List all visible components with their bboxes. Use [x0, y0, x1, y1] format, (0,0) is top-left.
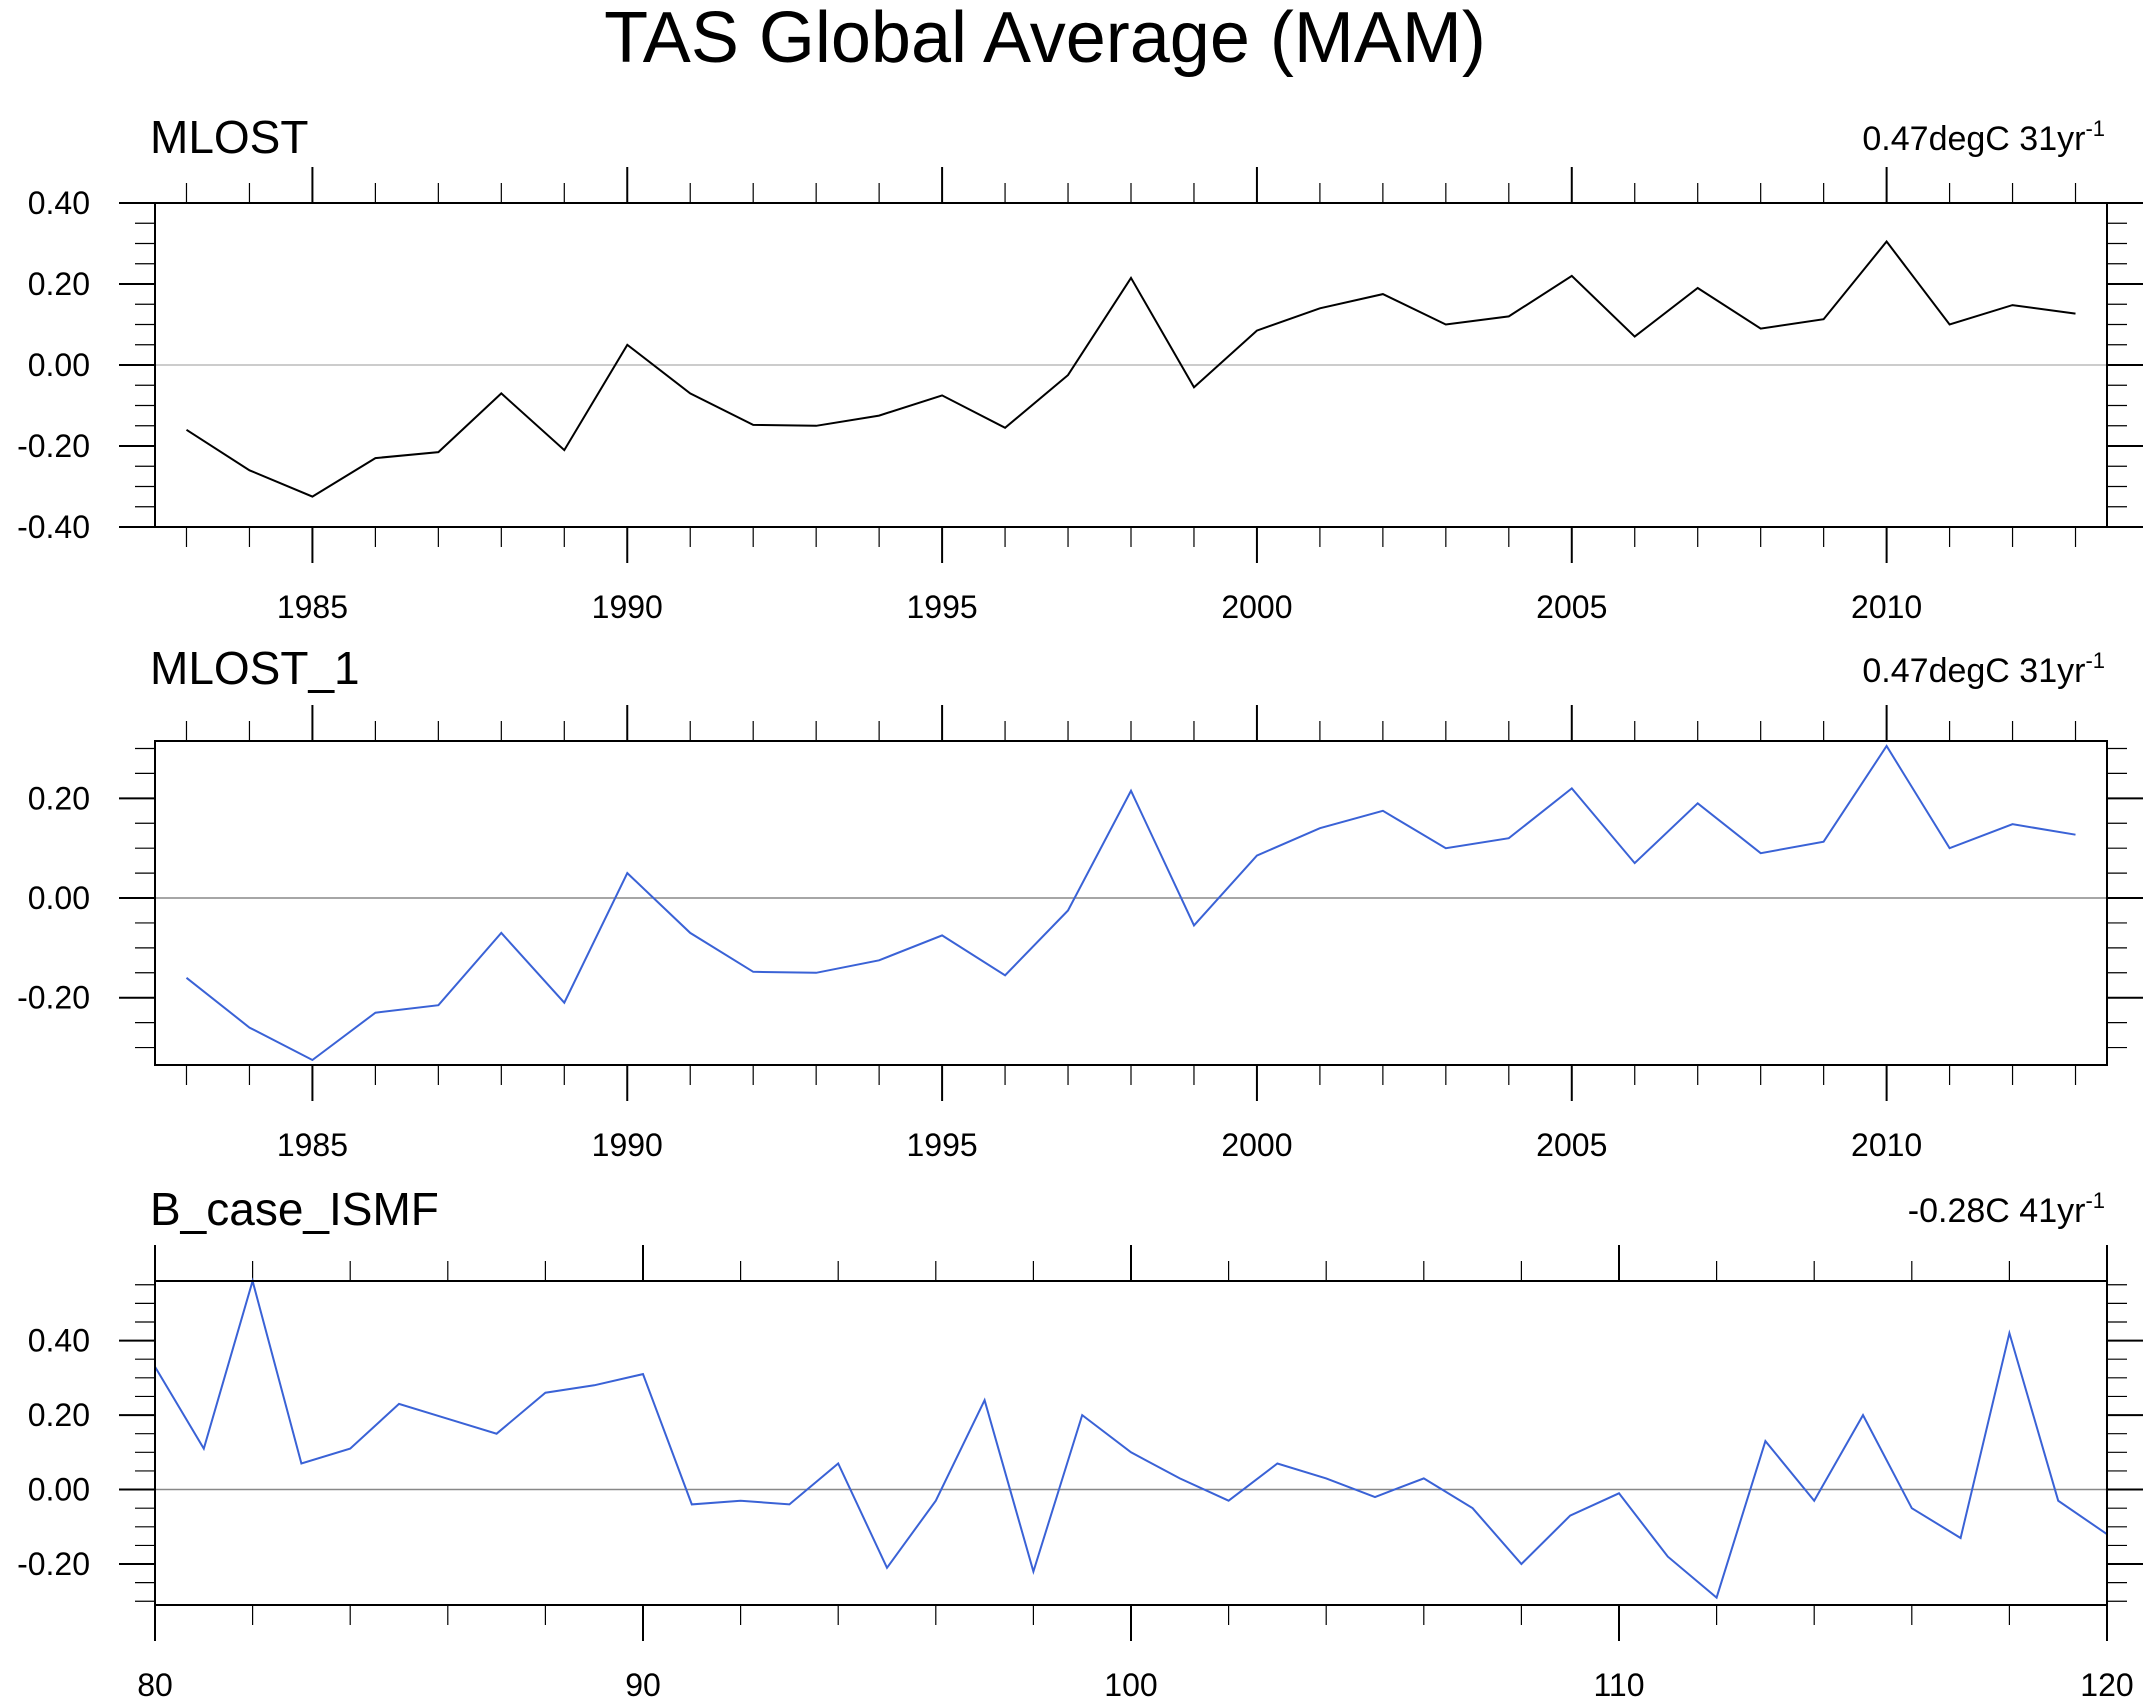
- plot-frame: [154, 740, 2108, 1066]
- figure-title: TAS Global Average (MAM): [604, 0, 1486, 78]
- axis-ticks: [119, 1245, 2143, 1641]
- x-tick-label: 1985: [277, 589, 348, 625]
- y-tick-label: 0.40: [28, 1323, 90, 1359]
- tick-labels: -0.40 -0.20 0.00 0.20 0.40 1985 1990 1995 2000 20…: [17, 185, 1922, 625]
- trend-label: -0.28C 41yr-1: [1908, 1188, 2105, 1230]
- trend-value: 0.47degC 31yr: [1862, 120, 2085, 158]
- y-tick-label: 0.20: [28, 1397, 90, 1433]
- panel-mlost: MLOST 0.47degC 31yr-1 -0.40 -0.20 0.00 0.20…: [17, 111, 2143, 625]
- x-tick-label: 120: [2080, 1667, 2133, 1703]
- y-tick-label: 0.00: [28, 880, 90, 916]
- x-tick-label: 1990: [592, 589, 663, 625]
- trend-label: 0.47degC 31yr-1: [1862, 116, 2105, 158]
- y-tick-label: -0.20: [17, 980, 90, 1016]
- trend-exponent: -1: [2085, 116, 2105, 141]
- x-tick-label: 2010: [1851, 1127, 1922, 1163]
- y-tick-label: -0.40: [17, 509, 90, 545]
- panel-mlost-1: MLOST_1 0.47degC 31yr-1 -0.20 0.00 0.20 198…: [17, 642, 2143, 1163]
- panel-b-case-ismf: B_case_ISMF -0.28C 41yr-1 -0.20 0.00 0.20 0…: [17, 1183, 2143, 1703]
- axis-ticks: [119, 705, 2143, 1101]
- x-tick-label: 1995: [907, 1127, 978, 1163]
- x-tick-label: 2005: [1536, 589, 1607, 625]
- x-tick-label: 2000: [1221, 589, 1292, 625]
- x-tick-label: 100: [1104, 1667, 1157, 1703]
- series-group: [154, 1277, 2108, 1600]
- x-tick-label: 1990: [592, 1127, 663, 1163]
- series-group: [185, 239, 2076, 498]
- panel-title: B_case_ISMF: [150, 1183, 439, 1235]
- panel-title: MLOST: [150, 111, 308, 163]
- y-tick-label: -0.20: [17, 1546, 90, 1582]
- panel-title: MLOST_1: [150, 642, 360, 694]
- series-line: [154, 1277, 2108, 1600]
- tick-labels: -0.20 0.00 0.20 0.40 80 90 100 110 120: [17, 1323, 2134, 1703]
- trend-exponent: -1: [2085, 1188, 2105, 1213]
- x-tick-label: 2000: [1221, 1127, 1292, 1163]
- x-tick-label: 1985: [277, 1127, 348, 1163]
- trend-value: 0.47degC 31yr: [1862, 652, 2085, 690]
- axis-ticks: [119, 167, 2143, 563]
- y-tick-label: 0.40: [28, 185, 90, 221]
- trend-exponent: -1: [2085, 648, 2105, 673]
- series-line: [185, 239, 2076, 498]
- x-tick-label: 80: [137, 1667, 173, 1703]
- trend-value: -0.28C 41yr: [1908, 1192, 2086, 1230]
- x-tick-label: 2010: [1851, 589, 1922, 625]
- x-tick-label: 1995: [907, 589, 978, 625]
- x-tick-label: 90: [625, 1667, 661, 1703]
- series-group: [185, 744, 2076, 1062]
- x-tick-label: 110: [1593, 1667, 1644, 1703]
- series-line: [185, 744, 2076, 1062]
- plot-frame: [154, 202, 2108, 528]
- y-tick-label: 0.20: [28, 266, 90, 302]
- x-tick-label: 2005: [1536, 1127, 1607, 1163]
- plot-frame: [154, 1280, 2108, 1606]
- y-tick-label: 0.00: [28, 347, 90, 383]
- y-tick-label: 0.20: [28, 780, 90, 816]
- y-tick-label: 0.00: [28, 1472, 90, 1508]
- y-tick-label: -0.20: [17, 428, 90, 464]
- trend-label: 0.47degC 31yr-1: [1862, 648, 2105, 690]
- tick-labels: -0.20 0.00 0.20 1985 1990 1995 2000 2005 2010: [17, 780, 1922, 1163]
